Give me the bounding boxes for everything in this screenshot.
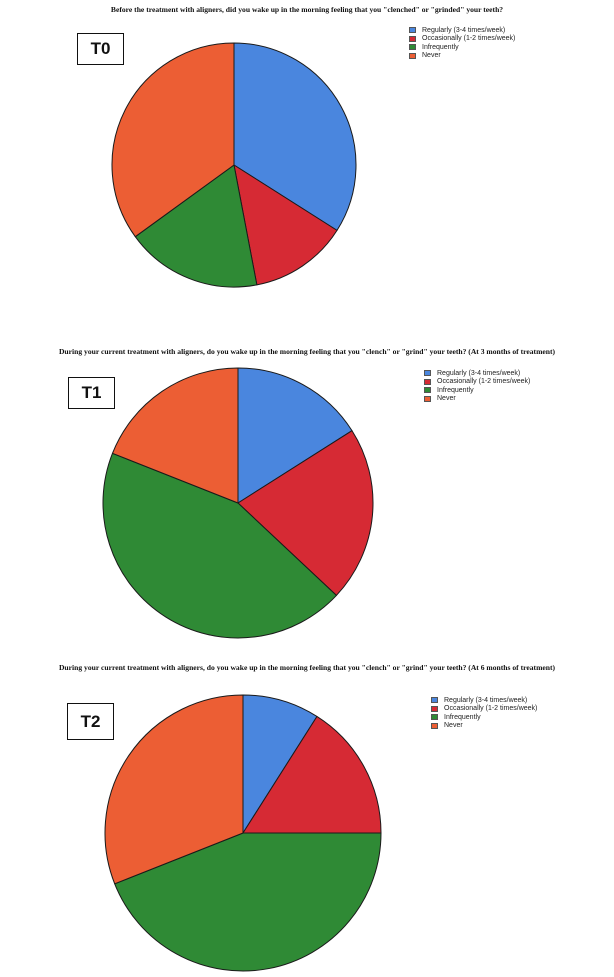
timepoint-label-t2: T2	[67, 703, 114, 740]
legend-item-regularly: Regularly (3-4 times/week)	[424, 369, 530, 378]
legend-swatch	[431, 697, 438, 704]
legend-label: Occasionally (1-2 times/week)	[437, 378, 531, 386]
legend-label: Regularly (3-4 times/week)	[444, 696, 528, 704]
legend-item-infrequently: Infrequently	[431, 713, 537, 722]
legend-swatch	[409, 35, 416, 42]
legend-label: Never	[422, 52, 441, 60]
pie-slice-occasionally	[237, 430, 374, 596]
legend-swatch	[409, 27, 416, 34]
legend-t2: Regularly (3-4 times/week) Occasionally …	[431, 696, 537, 730]
pie-slice-never	[111, 367, 239, 504]
legend-label: Infrequently	[422, 43, 459, 51]
pie-chart-t1	[102, 367, 374, 639]
legend-t0: Regularly (3-4 times/week) Occasionally …	[409, 26, 515, 60]
pie-slice-infrequently	[114, 832, 382, 972]
legend-item-never: Never	[431, 722, 537, 731]
pie-slice-regularly	[237, 367, 353, 504]
legend-item-regularly: Regularly (3-4 times/week)	[409, 26, 515, 35]
legend-label: Infrequently	[437, 386, 474, 394]
chart-title-t0: Before the treatment with aligners, did …	[110, 5, 504, 14]
legend-swatch	[431, 705, 438, 712]
legend-item-occasionally: Occasionally (1-2 times/week)	[424, 378, 530, 387]
legend-label: Regularly (3-4 times/week)	[437, 369, 521, 377]
legend-swatch	[409, 44, 416, 51]
legend-swatch	[424, 387, 431, 394]
pie-slice-occasionally	[233, 164, 338, 286]
legend-swatch	[431, 722, 438, 729]
timepoint-label-t0: T0	[77, 33, 124, 65]
legend-label: Regularly (3-4 times/week)	[422, 26, 506, 34]
legend-swatch	[424, 370, 431, 377]
timepoint-label-t1: T1	[68, 377, 115, 409]
chart-title-t2: During your current treatment with align…	[58, 663, 556, 672]
pie-chart-t0	[111, 42, 357, 288]
pie-slice-infrequently	[134, 164, 258, 288]
legend-label: Never	[444, 722, 463, 730]
legend-item-never: Never	[409, 52, 515, 61]
pie-slice-never	[104, 694, 244, 885]
chart-title-t1: During your current treatment with align…	[58, 347, 556, 356]
legend-swatch	[424, 378, 431, 385]
legend-item-never: Never	[424, 395, 530, 404]
legend-label: Occasionally (1-2 times/week)	[422, 35, 516, 43]
legend-item-infrequently: Infrequently	[409, 43, 515, 52]
legend-label: Infrequently	[444, 713, 481, 721]
legend-swatch	[431, 714, 438, 721]
pie-slice-infrequently	[102, 452, 337, 639]
pie-slice-occasionally	[242, 715, 382, 834]
legend-t1: Regularly (3-4 times/week) Occasionally …	[424, 369, 530, 403]
legend-label: Never	[437, 395, 456, 403]
legend-item-occasionally: Occasionally (1-2 times/week)	[431, 705, 537, 714]
pie-slice-regularly	[233, 42, 357, 231]
legend-label: Occasionally (1-2 times/week)	[444, 705, 538, 713]
legend-item-occasionally: Occasionally (1-2 times/week)	[409, 35, 515, 44]
legend-item-regularly: Regularly (3-4 times/week)	[431, 696, 537, 705]
legend-swatch	[409, 52, 416, 59]
pie-slice-never	[111, 42, 235, 238]
legend-item-infrequently: Infrequently	[424, 386, 530, 395]
legend-swatch	[424, 395, 431, 402]
